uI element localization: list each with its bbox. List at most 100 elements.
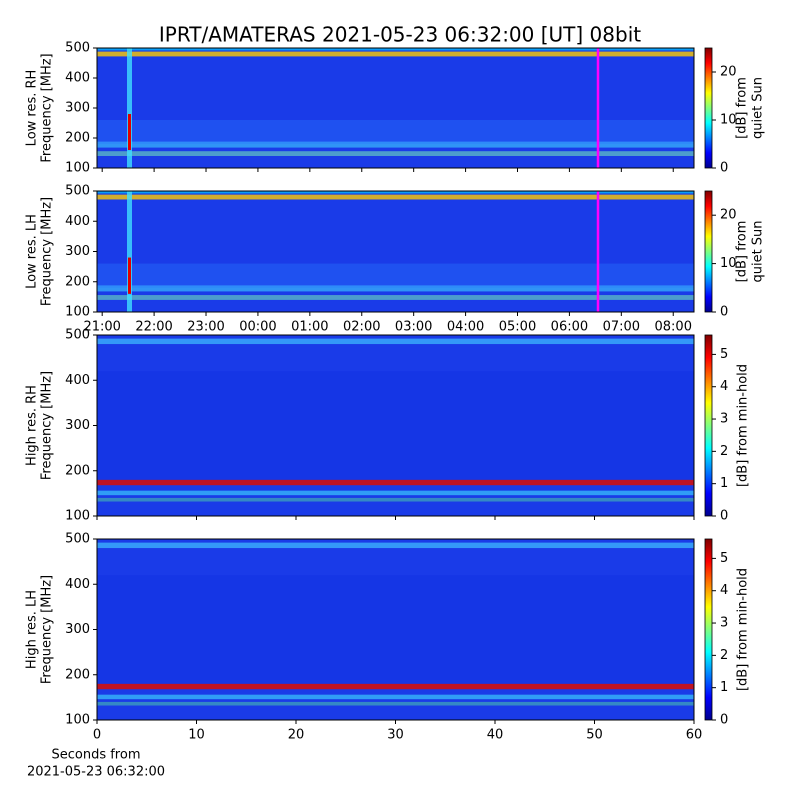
colorbar-tick-label: 1 xyxy=(720,680,728,695)
spectrogram xyxy=(97,539,694,720)
y-tick-label: 300 xyxy=(65,101,90,116)
colorbar-tick-label: 3 xyxy=(720,616,728,631)
y-axis-label: Frequency [MHz] xyxy=(40,197,55,306)
spectrogram-band xyxy=(97,683,694,690)
colorbar-tick-label: 0 xyxy=(720,713,728,728)
y-tick-label: 500 xyxy=(65,184,90,199)
x-tick-label: 02:00 xyxy=(343,320,380,335)
x-tick-label: 07:00 xyxy=(603,320,640,335)
x-tick-label: 40 xyxy=(487,728,504,743)
colorbar-tick-label: 10 xyxy=(720,113,737,128)
y-tick-label: 500 xyxy=(65,532,90,547)
x-tick-label: 10 xyxy=(188,728,205,743)
colorbar-label: [dB] from min-hold xyxy=(736,364,751,487)
colorbar-tick-label: 5 xyxy=(720,551,728,566)
x-tick-label: 04:00 xyxy=(447,320,484,335)
colorbar xyxy=(704,190,713,313)
y-tick-label: 100 xyxy=(65,509,90,524)
y-axis-label: Low res. LH xyxy=(25,214,40,289)
title: IPRT/AMATERAS 2021-05-23 06:32:00 [UT] 0… xyxy=(159,23,641,47)
x-tick-label: 03:00 xyxy=(395,320,432,335)
y-tick-label: 300 xyxy=(65,244,90,259)
colorbar-tick-label: 4 xyxy=(720,583,728,598)
spectrogram-band xyxy=(97,151,694,156)
y-tick-label: 100 xyxy=(65,305,90,320)
y-tick-label: 300 xyxy=(65,622,90,637)
x-axis-label: 2021-05-23 06:32:00 xyxy=(27,765,165,780)
y-axis-label: Frequency [MHz] xyxy=(40,575,55,684)
colorbar-tick-label: 0 xyxy=(720,509,728,524)
spectrogram xyxy=(97,335,694,516)
colorbar-tick-label: 5 xyxy=(720,347,728,362)
spectrogram-band xyxy=(97,490,694,496)
spectrogram-band xyxy=(97,285,694,292)
y-tick-label: 200 xyxy=(65,667,90,682)
y-tick-label: 300 xyxy=(65,418,90,433)
burst-core xyxy=(128,114,131,150)
x-tick-label: 08:00 xyxy=(655,320,692,335)
x-tick-label: 22:00 xyxy=(135,320,172,335)
spectrogram-band xyxy=(97,141,694,148)
x-tick-label: 20 xyxy=(288,728,305,743)
y-tick-label: 200 xyxy=(65,131,90,146)
x-tick-label: 21:00 xyxy=(83,320,120,335)
spectrogram-band xyxy=(97,338,694,345)
y-axis-label: Frequency [MHz] xyxy=(40,371,55,480)
colorbar xyxy=(704,538,713,721)
x-tick-label: 50 xyxy=(586,728,603,743)
colorbar-label: [dB] from xyxy=(735,221,750,283)
colorbar-tick-label: 1 xyxy=(720,476,728,491)
spectrogram-band xyxy=(97,191,694,194)
y-tick-label: 400 xyxy=(65,577,90,592)
colorbar xyxy=(704,47,713,169)
x-tick-label: 06:00 xyxy=(551,320,588,335)
y-tick-label: 400 xyxy=(65,373,90,388)
colorbar xyxy=(704,334,713,517)
y-axis-label: Frequency [MHz] xyxy=(40,53,55,162)
spectrogram-band xyxy=(97,120,694,144)
y-tick-label: 500 xyxy=(65,41,90,56)
spectrogram-band xyxy=(97,371,694,480)
colorbar-label: quiet Sun xyxy=(751,77,766,139)
y-tick-label: 500 xyxy=(65,328,90,343)
colorbar-tick-label: 0 xyxy=(720,305,728,320)
spectrogram-band xyxy=(97,694,694,700)
spectrogram-band xyxy=(97,194,694,200)
x-tick-label: 30 xyxy=(387,728,404,743)
burst xyxy=(127,191,132,312)
spectrogram-band xyxy=(97,295,694,300)
colorbar-label: [dB] from min-hold xyxy=(736,568,751,691)
x-tick-label: 23:00 xyxy=(187,320,224,335)
y-axis-label: High res. RH xyxy=(25,385,40,466)
spectrogram-band xyxy=(97,51,694,57)
spectrogram-band xyxy=(97,479,694,486)
colorbar-label: quiet Sun xyxy=(751,220,766,282)
burst xyxy=(127,48,132,168)
y-tick-label: 200 xyxy=(65,463,90,478)
y-tick-label: 100 xyxy=(65,161,90,176)
spectrogram xyxy=(97,48,694,168)
y-tick-label: 200 xyxy=(65,274,90,289)
colorbar-tick-label: 2 xyxy=(720,648,728,663)
x-tick-label: 0 xyxy=(93,728,101,743)
spectrogram-band xyxy=(97,542,694,549)
x-tick-label: 00:00 xyxy=(239,320,276,335)
y-tick-label: 400 xyxy=(65,214,90,229)
colorbar-tick-label: 10 xyxy=(720,256,737,271)
spectrogram-band xyxy=(97,48,694,51)
y-axis-label: Low res. RH xyxy=(25,70,40,147)
spectrogram-band xyxy=(97,701,694,706)
burst-core xyxy=(128,257,131,294)
colorbar-tick-label: 20 xyxy=(720,65,737,80)
colorbar-tick-label: 4 xyxy=(720,379,728,394)
y-axis-label: High res. LH xyxy=(25,590,40,669)
colorbar-tick-label: 20 xyxy=(720,208,737,223)
colorbar-label: [dB] from xyxy=(735,77,750,139)
colorbar-tick-label: 0 xyxy=(720,161,728,176)
spectrogram-band xyxy=(97,263,694,288)
y-tick-label: 400 xyxy=(65,71,90,86)
x-tick-label: 60 xyxy=(686,728,703,743)
x-tick-label: 01:00 xyxy=(291,320,328,335)
colorbar-tick-label: 3 xyxy=(720,412,728,427)
